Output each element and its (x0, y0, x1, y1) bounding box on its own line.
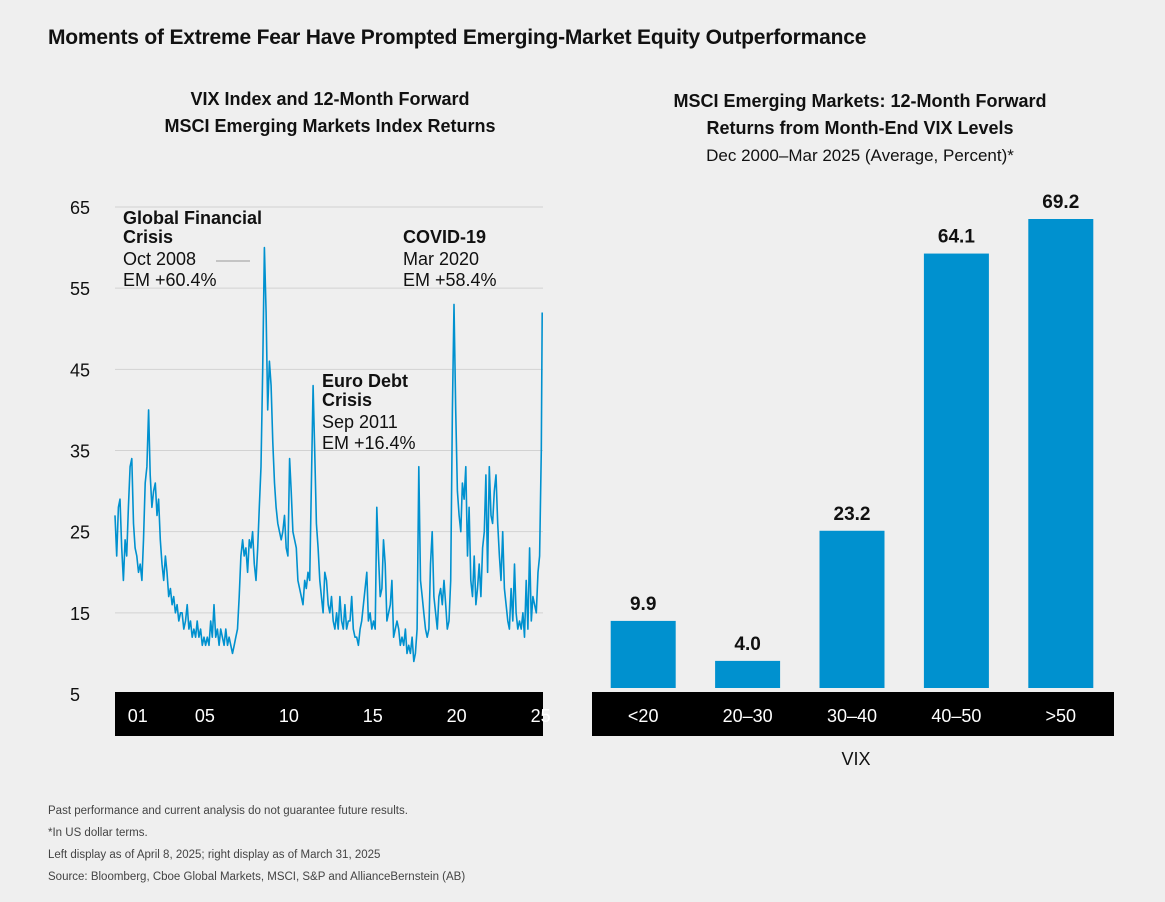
y-tick-label: 5 (70, 685, 80, 705)
x-tick-label: 30–40 (827, 706, 877, 726)
y-tick-label: 35 (70, 442, 90, 462)
annotation-euro-value: EM +16.4% (322, 433, 416, 453)
vix-series-line (114, 246, 543, 663)
x-tick-label: 15 (363, 706, 383, 726)
x-tick-label: 25 (531, 706, 551, 726)
y-tick-label: 15 (70, 604, 90, 624)
annotation-gfc-date: Oct 2008 (123, 249, 196, 269)
bar-value-label: 4.0 (734, 634, 760, 655)
annotation-gfc-title-2: Crisis (123, 227, 173, 247)
bar (1028, 219, 1094, 688)
annotation-covid-date: Mar 2020 (403, 249, 479, 269)
x-axis-band (592, 692, 1114, 736)
footnote-dates: Left display as of April 8, 2025; right … (48, 849, 381, 861)
x-tick-label: 40–50 (931, 706, 981, 726)
annotation-gfc-value: EM +60.4% (123, 270, 217, 290)
bar-value-label: 9.9 (630, 594, 656, 615)
footnote-disclaimer: Past performance and current analysis do… (48, 805, 408, 817)
left-chart-title-line1: VIX Index and 12-Month Forward (190, 89, 470, 109)
left-chart-title: VIX Index and 12-Month Forward MSCI Emer… (100, 86, 560, 140)
bar (819, 530, 885, 688)
right-chart-title-line2: Returns from Month-End VIX Levels (706, 118, 1014, 138)
y-tick-label: 25 (70, 523, 90, 543)
x-tick-label: <20 (628, 706, 659, 726)
footnotes: Past performance and current analysis do… (48, 800, 465, 888)
x-tick-label: 10 (279, 706, 299, 726)
annotation-euro-title-2: Crisis (322, 390, 372, 410)
annotation-covid-title: COVID-19 (403, 227, 486, 247)
bar-value-label: 69.2 (1042, 192, 1079, 213)
bar-value-label: 23.2 (834, 504, 871, 525)
x-axis-title: VIX (841, 749, 870, 769)
right-chart-subtitle: Dec 2000–Mar 2025 (Average, Percent)* (706, 146, 1014, 165)
bar (610, 620, 676, 688)
x-axis-band (115, 692, 543, 736)
bar (715, 660, 781, 688)
page-title: Moments of Extreme Fear Have Prompted Em… (48, 26, 867, 49)
bar (923, 253, 989, 688)
x-tick-label: 20–30 (723, 706, 773, 726)
annotation-euro-title-1: Euro Debt (322, 371, 408, 391)
right-chart-title-line1: MSCI Emerging Markets: 12-Month Forward (673, 91, 1047, 111)
x-tick-label: 01 (128, 706, 148, 726)
left-chart-title-line2: MSCI Emerging Markets Index Returns (164, 116, 496, 136)
x-tick-label: 05 (195, 706, 215, 726)
annotation-gfc-title-1: Global Financial (123, 208, 262, 228)
y-tick-label: 65 (70, 198, 90, 218)
annotation-euro-date: Sep 2011 (322, 412, 398, 432)
x-tick-label: 20 (447, 706, 467, 726)
annotation-covid-value: EM +58.4% (403, 270, 497, 290)
footnote-currency: *In US dollar terms. (48, 827, 148, 839)
footnote-source: Source: Bloomberg, Cboe Global Markets, … (48, 871, 466, 883)
bar-value-label: 64.1 (938, 227, 975, 248)
right-chart-title: MSCI Emerging Markets: 12-Month Forward … (590, 88, 1130, 169)
y-tick-label: 55 (70, 279, 90, 299)
y-tick-label: 45 (70, 360, 90, 380)
x-tick-label: >50 (1046, 706, 1077, 726)
